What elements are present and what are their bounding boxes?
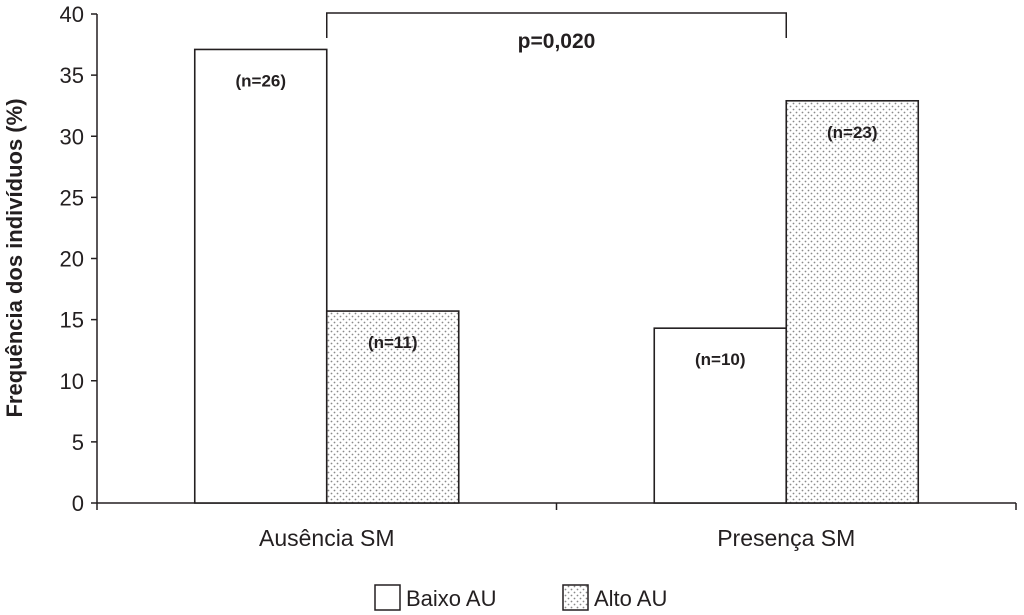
bar-baixo-au xyxy=(193,48,328,504)
y-tick-label: 35 xyxy=(60,63,84,88)
x-ticks: Ausência SM Presença SM xyxy=(96,503,1017,551)
legend-label: Alto AU xyxy=(594,586,667,611)
x-category-label: Presença SM xyxy=(717,525,855,551)
y-tick-label: 40 xyxy=(60,2,84,27)
bar-alto-au xyxy=(325,310,460,504)
x-category-label: Ausência SM xyxy=(259,525,395,551)
legend-swatch xyxy=(374,584,401,611)
y-tick-label: 5 xyxy=(72,430,84,455)
bar-alto-au xyxy=(785,99,920,504)
bar-data-label: (n=26) xyxy=(235,71,286,90)
y-tick-label: 30 xyxy=(60,124,84,149)
p-value-annotation: p=0,020 xyxy=(326,12,787,53)
y-axis-title: Frequência dos indivíduos (%) xyxy=(2,98,27,417)
y-tick-label: 15 xyxy=(60,308,84,333)
p-value-label: p=0,020 xyxy=(518,30,596,53)
bar-data-label: (n=10) xyxy=(695,350,746,369)
bars xyxy=(193,48,920,504)
legend: Baixo AU Alto AU xyxy=(374,584,667,611)
bar-data-label: (n=11) xyxy=(368,333,418,352)
bar-labels: (n=26) (n=11) (n=10) (n=23) xyxy=(235,71,877,369)
y-tick-label: 25 xyxy=(60,185,84,210)
legend-label: Baixo AU xyxy=(406,586,497,611)
bar-data-label: (n=23) xyxy=(827,123,878,142)
y-ticks: 0 5 10 15 20 25 30 35 40 xyxy=(60,2,97,516)
y-tick-label: 10 xyxy=(60,369,84,394)
y-tick-label: 20 xyxy=(60,247,84,272)
legend-swatch xyxy=(562,584,589,611)
significance-bracket xyxy=(326,12,787,38)
bar-baixo-au xyxy=(653,327,788,504)
y-tick-label: 0 xyxy=(72,491,84,516)
